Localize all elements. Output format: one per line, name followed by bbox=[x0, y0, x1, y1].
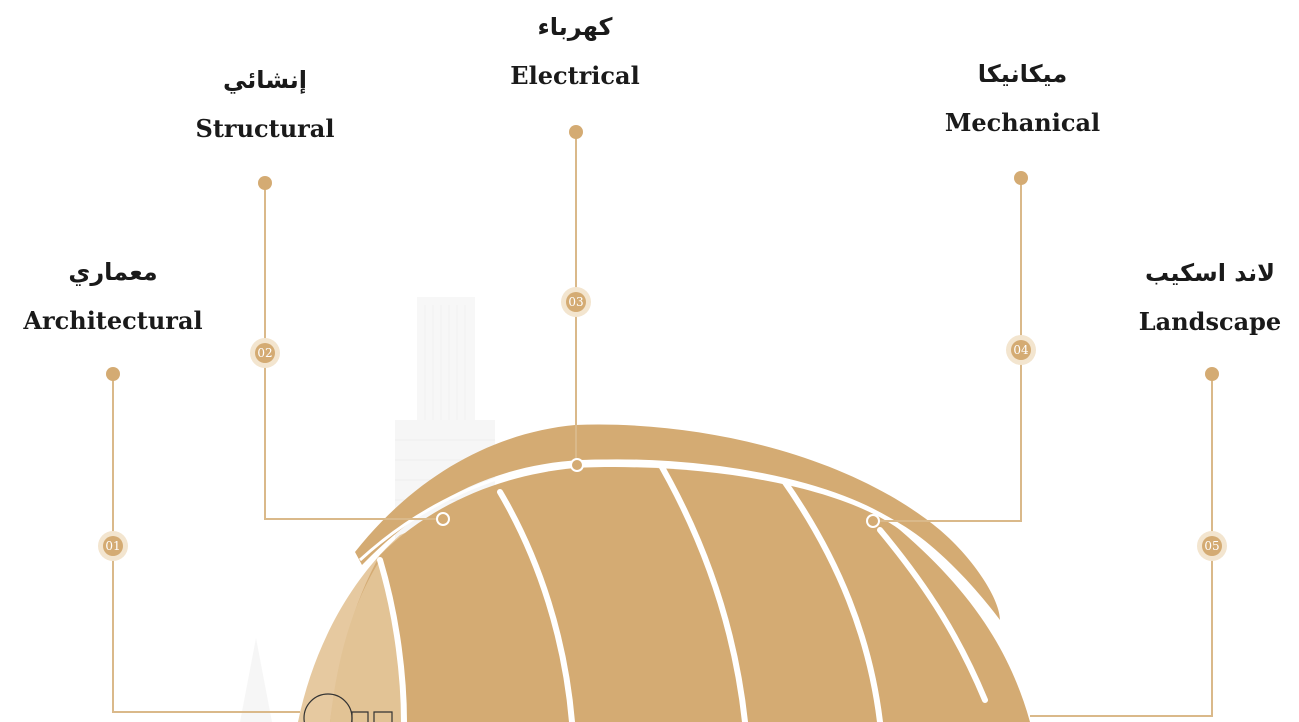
hard-hat-graphic bbox=[298, 424, 1030, 722]
badge-01-text: 01 bbox=[105, 539, 120, 553]
number-badges: 01 02 03 04 05 bbox=[98, 287, 1227, 561]
dot-03-end bbox=[570, 458, 584, 472]
label-architectural-english: Architectural bbox=[23, 306, 203, 335]
endpoint-dots bbox=[106, 125, 1219, 528]
label-architectural-arabic: معماري bbox=[68, 258, 158, 286]
badge-03: 03 bbox=[561, 287, 591, 317]
label-architectural: معماري Architectural bbox=[13, 255, 213, 341]
dot-04-top bbox=[1014, 171, 1028, 185]
dot-04-end bbox=[866, 514, 880, 528]
label-mechanical-english: Mechanical bbox=[944, 108, 1101, 137]
badge-04-text: 04 bbox=[1013, 343, 1029, 357]
connector-05 bbox=[1030, 374, 1213, 717]
dot-01-top bbox=[106, 367, 120, 381]
dot-05-top bbox=[1205, 367, 1219, 381]
connector-02 bbox=[264, 183, 443, 520]
dot-02-end bbox=[436, 512, 450, 526]
label-structural-arabic: إنشائي bbox=[223, 66, 307, 94]
hard-hat-crown-main bbox=[330, 467, 1030, 722]
badge-02-text: 02 bbox=[257, 346, 272, 360]
connector-01 bbox=[112, 374, 300, 713]
label-structural-english: Structural bbox=[195, 114, 335, 143]
dot-03-top bbox=[569, 125, 583, 139]
badge-04: 04 bbox=[1006, 335, 1036, 365]
connector-lines bbox=[112, 132, 1213, 717]
label-landscape-arabic: لاند اسكيب bbox=[1144, 259, 1276, 287]
label-landscape: لاند اسكيب Landscape bbox=[1125, 256, 1295, 342]
label-mechanical: ميكانيكا Mechanical bbox=[905, 57, 1140, 143]
label-electrical-arabic: كهرباء bbox=[537, 13, 613, 41]
badge-02: 02 bbox=[250, 338, 280, 368]
connector-04 bbox=[873, 178, 1022, 522]
label-mechanical-arabic: ميكانيكا bbox=[977, 60, 1068, 88]
dot-02-top bbox=[258, 176, 272, 190]
badge-03-text: 03 bbox=[568, 295, 583, 309]
label-landscape-english: Landscape bbox=[1138, 307, 1282, 336]
label-structural: إنشائي Structural bbox=[150, 63, 380, 149]
label-electrical: كهرباء Electrical bbox=[455, 10, 695, 96]
hard-hat-brim bbox=[355, 424, 1000, 620]
badge-05-text: 05 bbox=[1204, 539, 1219, 553]
badge-01: 01 bbox=[98, 531, 128, 561]
badge-05: 05 bbox=[1197, 531, 1227, 561]
label-electrical-english: Electrical bbox=[510, 61, 640, 90]
